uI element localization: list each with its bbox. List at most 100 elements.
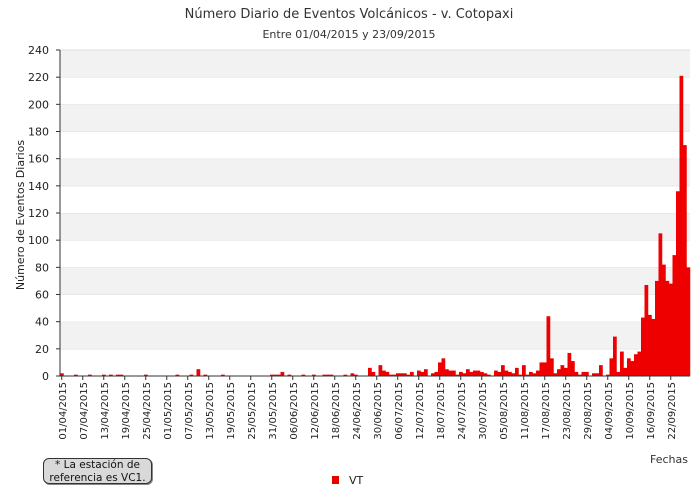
bar: [501, 365, 505, 376]
bar: [287, 374, 292, 376]
x-tick-label: 05/08/2015: [499, 382, 510, 440]
bar: [119, 374, 124, 376]
bar: [567, 352, 572, 376]
x-tick-label: 04/09/2015: [604, 382, 615, 440]
bar: [431, 373, 435, 376]
bar: [487, 374, 491, 376]
bar: [599, 365, 603, 376]
x-tick-label: 29/08/2015: [583, 382, 594, 440]
bar: [550, 358, 554, 376]
y-tick-label: 60: [35, 289, 49, 302]
x-tick-label: 22/09/2015: [667, 382, 678, 440]
bar: [494, 370, 498, 376]
bar: [455, 374, 460, 376]
bar: [480, 371, 484, 376]
y-tick-label: 200: [28, 98, 49, 111]
bars: [60, 75, 691, 376]
bar: [592, 373, 596, 376]
bar: [627, 358, 631, 376]
bar: [277, 374, 281, 376]
bar: [189, 374, 194, 376]
bar: [504, 370, 509, 376]
bar: [382, 370, 386, 376]
y-tick-label: 240: [28, 44, 49, 57]
x-tick-label: 19/04/2015: [121, 382, 132, 440]
bar: [445, 369, 449, 376]
bar: [585, 371, 589, 376]
x-tick-label: 19/05/2015: [226, 382, 237, 440]
x-tick-label: 25/04/2015: [142, 382, 153, 440]
bar: [196, 369, 201, 376]
bar: [109, 374, 113, 376]
bar: [539, 362, 544, 376]
bar: [557, 369, 561, 376]
x-tick-label: 16/09/2015: [646, 382, 657, 440]
y-tick-label: 180: [28, 126, 49, 139]
bar: [301, 374, 306, 376]
bar: [389, 374, 393, 376]
x-tick-label: 06/07/2015: [394, 382, 405, 440]
bar: [441, 358, 446, 376]
bar: [686, 267, 691, 376]
y-tick-label: 0: [42, 370, 49, 383]
bar: [438, 362, 442, 376]
y-axis-label: Número de Eventos Diarios: [14, 140, 27, 290]
x-tick-label: 18/07/2015: [436, 382, 447, 440]
x-tick-labels: 01/04/2015 07/04/2015 13/04/2015 19/04/2015…: [58, 376, 678, 440]
bar: [574, 371, 579, 376]
x-tick-label: 23/08/2015: [562, 382, 573, 440]
bar: [511, 373, 516, 376]
bar: [329, 374, 334, 376]
bar: [662, 264, 666, 376]
bar: [606, 374, 610, 376]
bar: [469, 371, 474, 376]
grid-band: [60, 77, 690, 105]
x-tick-label: 01/04/2015: [58, 382, 69, 440]
bar: [613, 336, 617, 376]
bar: [466, 369, 470, 376]
bar: [378, 365, 383, 376]
y-tick-label: 140: [28, 180, 49, 193]
bar: [399, 373, 404, 376]
x-tick-label: 10/09/2015: [625, 382, 636, 440]
grid-bands: [60, 49, 690, 376]
bar: [424, 369, 428, 376]
x-tick-label: 18/06/2015: [331, 382, 342, 440]
x-tick-label: 12/06/2015: [310, 382, 321, 440]
bar: [473, 370, 477, 376]
bar: [60, 373, 64, 376]
grid-band: [60, 321, 690, 349]
bar: [144, 374, 148, 376]
bar: [522, 365, 526, 376]
bar: [326, 374, 330, 376]
bar: [623, 367, 628, 376]
bar: [280, 371, 285, 376]
chart-title: Número Diario de Eventos Volcánicos - v.…: [185, 7, 514, 22]
bar: [74, 374, 78, 376]
x-axis-label: Fechas: [650, 453, 688, 466]
bar: [529, 371, 533, 376]
bar: [88, 374, 92, 376]
bar: [354, 374, 358, 376]
reference-note-line-2: referencia es VC1.: [49, 472, 146, 484]
grid-band: [60, 348, 690, 376]
bar: [102, 374, 106, 376]
x-tick-label: 07/05/2015: [184, 382, 195, 440]
grid-band: [60, 104, 690, 132]
bar: [630, 361, 635, 376]
bar: [483, 373, 488, 376]
bar: [452, 370, 456, 376]
bar: [634, 354, 638, 376]
bar: [312, 374, 316, 376]
y-tick-label: 80: [35, 261, 49, 274]
bar: [553, 373, 558, 376]
bar: [609, 358, 614, 376]
legend-label: VT: [349, 474, 364, 487]
grid-band: [60, 294, 690, 322]
bar: [578, 374, 582, 376]
bar: [560, 365, 565, 376]
x-tick-label: 01/05/2015: [163, 382, 174, 440]
grid-band: [60, 158, 690, 186]
bar: [385, 371, 390, 376]
x-tick-label: 13/05/2015: [205, 382, 216, 440]
